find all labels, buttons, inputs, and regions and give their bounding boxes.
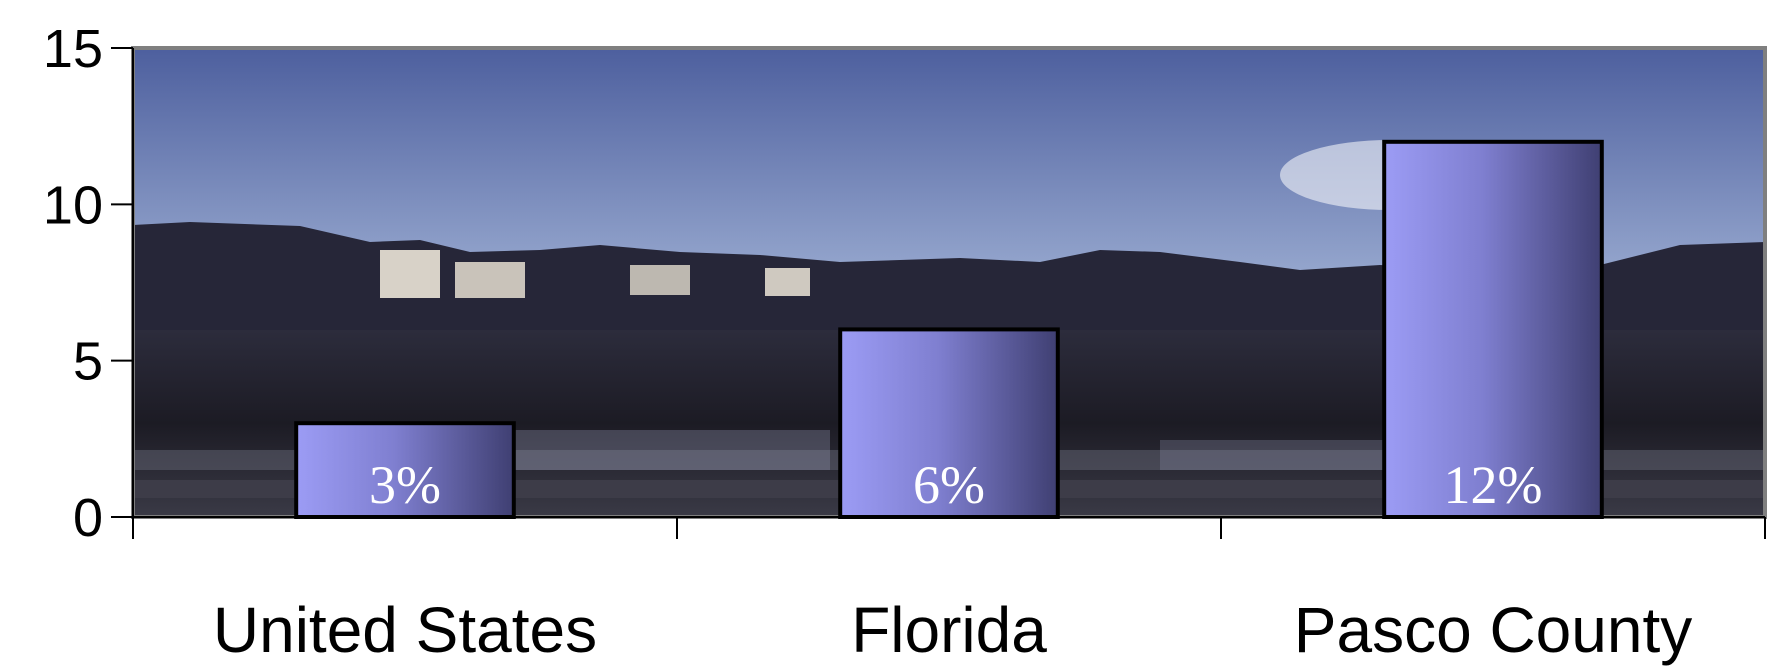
category-axis-ticks xyxy=(132,517,1766,539)
y-tick-label: 10 xyxy=(43,175,103,235)
value-axis-ticks: 0 5 10 15 xyxy=(43,19,133,548)
y-tick-label: 15 xyxy=(43,19,103,79)
y-tick-label: 0 xyxy=(73,488,103,548)
data-label: 6% xyxy=(913,455,985,515)
data-label: 12% xyxy=(1444,455,1543,515)
category-labels: United States Florida Pasco County xyxy=(213,594,1692,666)
y-tick-label: 5 xyxy=(73,332,103,392)
category-label: Pasco County xyxy=(1294,594,1692,666)
bar-series xyxy=(294,139,1604,520)
bar-pasco-county xyxy=(1382,139,1604,520)
bar-florida xyxy=(838,327,1060,519)
data-labels: 3% 6% 12% xyxy=(369,455,1542,515)
category-label: Florida xyxy=(851,594,1047,666)
data-label: 3% xyxy=(369,455,441,515)
category-label: United States xyxy=(213,594,597,666)
bar-united-states xyxy=(294,421,516,520)
